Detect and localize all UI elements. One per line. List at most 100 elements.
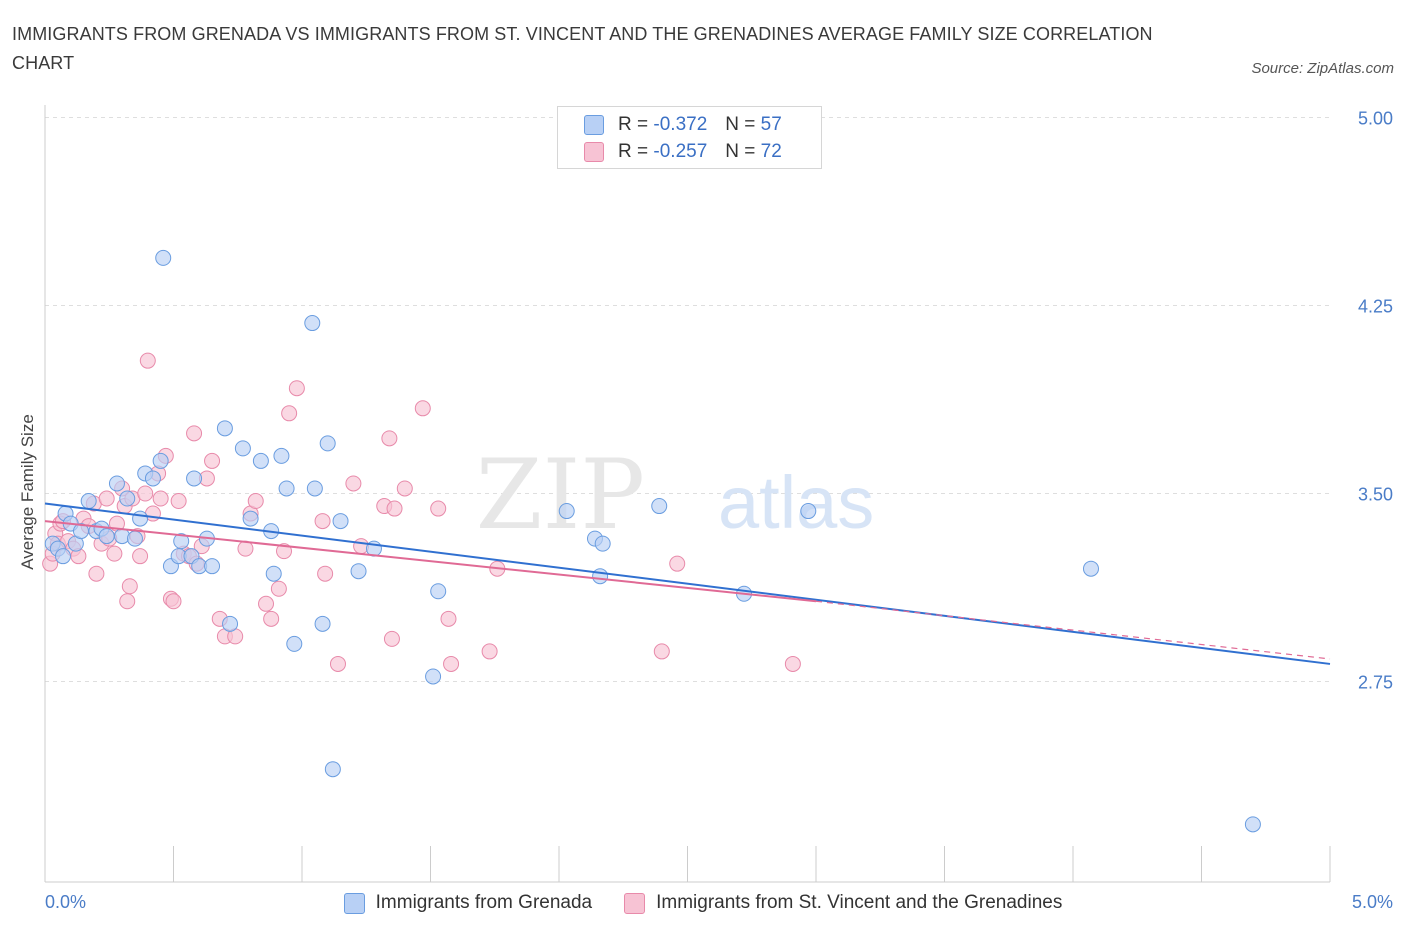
stvincent-point xyxy=(288,380,305,397)
watermark-zip: ZIP xyxy=(476,439,645,551)
grenada-point xyxy=(54,548,71,565)
grenada-point xyxy=(98,528,115,545)
grenada-point xyxy=(242,510,259,527)
grenada-swatch xyxy=(584,115,604,135)
stvincent-trend-extension xyxy=(815,600,1331,660)
grenada-point xyxy=(265,565,282,582)
grenada-point xyxy=(126,530,143,547)
stvincent-point xyxy=(106,545,123,562)
grenada-point xyxy=(332,513,349,530)
stats-legend: R = -0.372 N = 57 R = -0.257 N = 72 xyxy=(557,106,822,169)
grenada-point xyxy=(314,615,331,632)
grenada-point xyxy=(286,635,303,652)
stvincent-point xyxy=(270,580,287,597)
stvincent-point xyxy=(263,610,280,627)
grenada-point xyxy=(80,493,97,510)
stvincent-point xyxy=(88,565,105,582)
y-tick-label: 5.00 xyxy=(1358,109,1393,129)
axis-layer xyxy=(44,105,1331,883)
grenada-legend-swatch xyxy=(343,892,365,914)
grenada-point xyxy=(558,503,575,520)
stvincent-point xyxy=(186,425,203,442)
grenada-point xyxy=(108,475,125,492)
grenada-point xyxy=(273,447,290,464)
grenada-point xyxy=(278,480,295,497)
y-tick-label: 3.50 xyxy=(1358,485,1393,505)
grenada-point xyxy=(304,315,321,332)
stvincent-point xyxy=(258,595,275,612)
grenada-point xyxy=(204,558,221,575)
stvincent-point xyxy=(381,430,398,447)
stvincent-point xyxy=(353,538,370,555)
grenada-point xyxy=(306,480,323,497)
stvincent-point xyxy=(137,485,154,502)
grenada-point xyxy=(592,568,609,585)
grenada-point xyxy=(1082,560,1099,577)
stvincent-point xyxy=(430,500,447,517)
stvincent-point xyxy=(314,513,331,530)
stvincent-point xyxy=(152,490,169,507)
grenada-point xyxy=(234,440,251,457)
grenada-trend-line xyxy=(44,502,1331,665)
stvincent-legend-swatch xyxy=(624,892,646,914)
watermark-atlas: atlas xyxy=(718,461,874,544)
stats-row-grenada: R = -0.372 N = 57 xyxy=(584,112,782,138)
legend-label-grenada: Immigrants from Grenada xyxy=(375,892,593,913)
points-layer xyxy=(42,249,1261,833)
grenada-point xyxy=(425,668,442,685)
grenada-point xyxy=(155,249,172,266)
stvincent-point xyxy=(396,480,413,497)
stvincent-point xyxy=(345,475,362,492)
stvincent-point xyxy=(443,655,460,672)
stvincent-point xyxy=(383,630,400,647)
x-tick-label: 0.0% xyxy=(45,892,86,912)
stvincent-point xyxy=(98,490,115,507)
stvincent-point xyxy=(276,543,293,560)
stvincent-point xyxy=(481,643,498,660)
stvincent-point xyxy=(132,548,149,565)
grenada-point xyxy=(173,533,190,550)
grenada-point xyxy=(144,470,161,487)
grenada-point xyxy=(800,503,817,520)
stvincent-point xyxy=(669,555,686,572)
y-tick-label: 4.25 xyxy=(1358,297,1393,317)
r-value-grenada: -0.372 xyxy=(653,114,708,135)
grenada-point xyxy=(651,498,668,515)
stvincent-point xyxy=(414,400,431,417)
n-label: N = xyxy=(725,114,756,135)
grenada-point xyxy=(594,535,611,552)
grenada-point xyxy=(119,490,136,507)
stvincent-point xyxy=(281,405,298,422)
n-value-stvincent: 72 xyxy=(760,141,782,162)
r-label: R = xyxy=(618,114,649,135)
source-label: Source: ZipAtlas.com xyxy=(1251,60,1394,77)
grenada-point xyxy=(132,510,149,527)
x-tick-label: 5.0% xyxy=(1352,892,1393,912)
grenada-point xyxy=(114,528,131,545)
grenada-point xyxy=(324,761,341,778)
stvincent-swatch xyxy=(584,142,604,162)
stvincent-point xyxy=(165,593,182,610)
grenada-point xyxy=(216,420,233,437)
n-label: N = xyxy=(725,141,756,162)
stvincent-point xyxy=(386,500,403,517)
legend-item-grenada[interactable]: Immigrants from Grenada xyxy=(343,892,593,914)
grenada-point xyxy=(350,563,367,580)
stvincent-point xyxy=(139,352,156,369)
stvincent-trend-line xyxy=(44,520,817,603)
legend-item-stvincent[interactable]: Immigrants from St. Vincent and the Gren… xyxy=(624,892,1062,914)
series-legend: Immigrants from Grenada Immigrants from … xyxy=(0,890,1406,916)
n-value-grenada: 57 xyxy=(760,114,782,135)
stvincent-point xyxy=(170,493,187,510)
stvincent-point xyxy=(653,643,670,660)
grenada-point xyxy=(1244,816,1261,833)
grenada-point xyxy=(319,435,336,452)
r-label: R = xyxy=(618,141,649,162)
stvincent-point xyxy=(247,493,264,510)
stvincent-point xyxy=(317,565,334,582)
grenada-point xyxy=(152,452,169,469)
stats-row-stvincent: R = -0.257 N = 72 xyxy=(584,139,782,165)
r-value-stvincent: -0.257 xyxy=(653,141,708,162)
grenada-point xyxy=(252,452,269,469)
